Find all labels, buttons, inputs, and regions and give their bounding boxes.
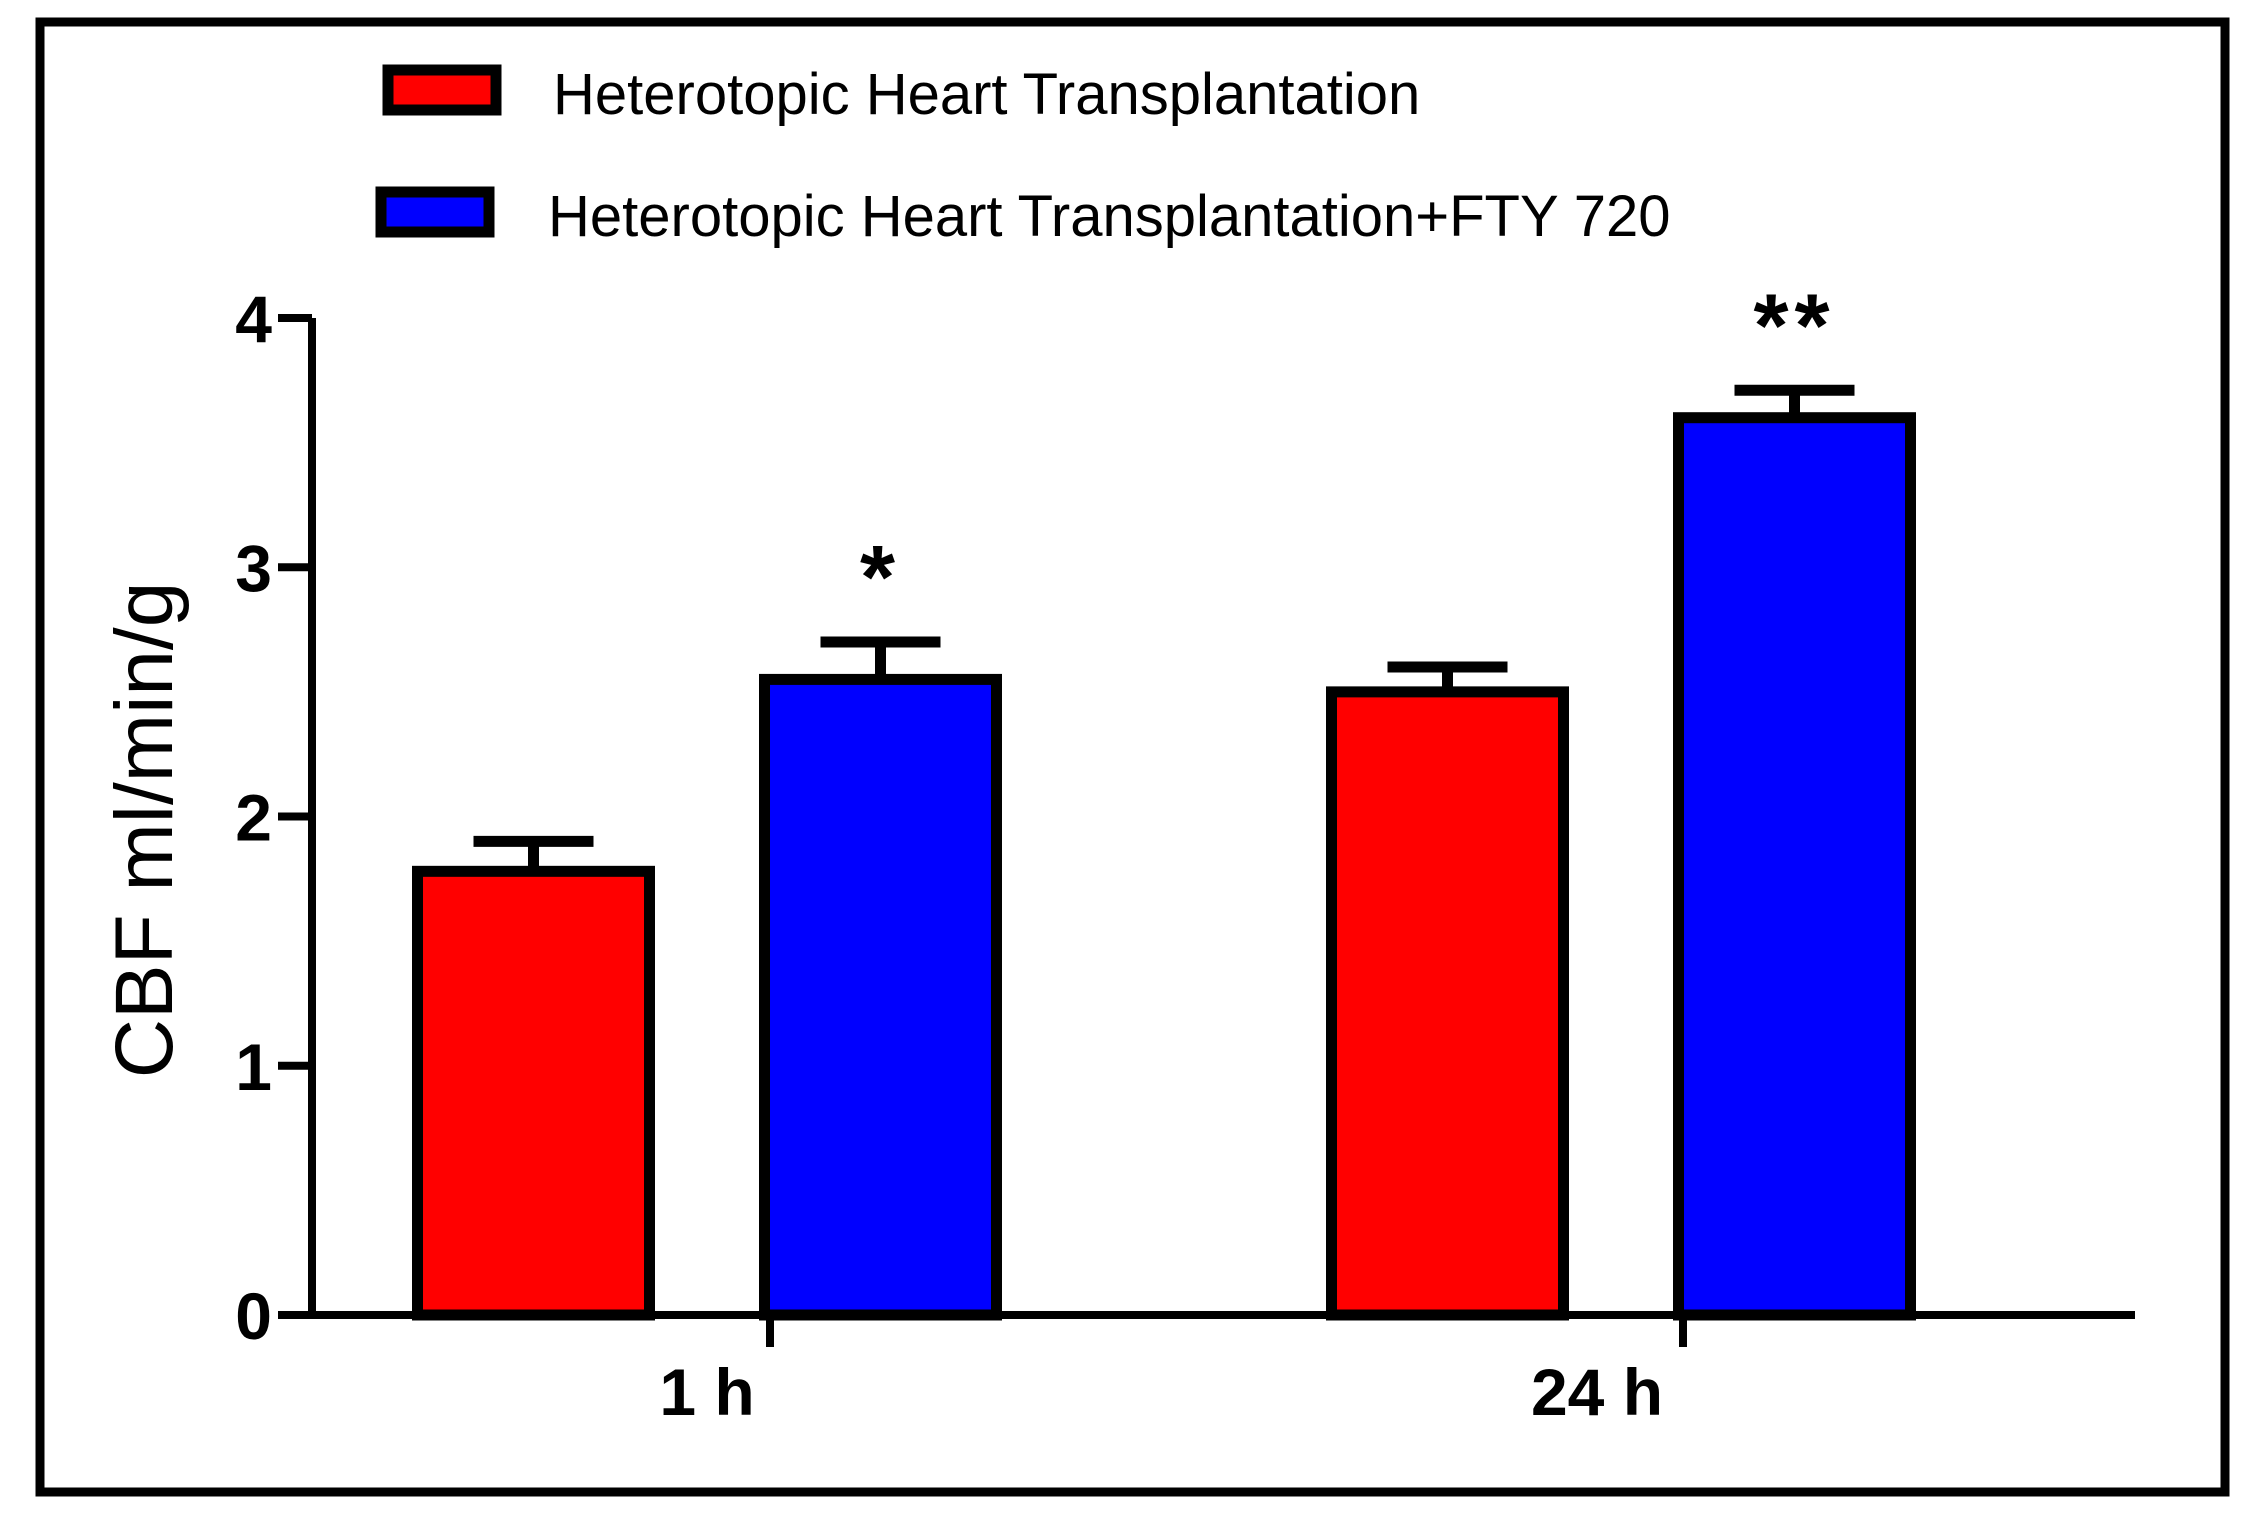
y-tick-label-0: 0 xyxy=(235,1279,272,1353)
bar-2-1 xyxy=(759,673,1002,1321)
bars: *** xyxy=(412,276,1916,1321)
significance-label-2-1: * xyxy=(860,528,901,628)
significance-label-2-2: ** xyxy=(1753,276,1835,376)
y-axis-title: CBF ml/min/g xyxy=(99,582,190,1079)
legend-label-2: Heterotopic Heart Transplantation+FTY 72… xyxy=(548,184,1671,249)
y-tick-label-4: 4 xyxy=(235,282,272,356)
bar-1-1 xyxy=(412,865,655,1321)
y-tick-label-1: 1 xyxy=(235,1030,272,1104)
y-tick-label-2: 2 xyxy=(235,781,272,855)
legend-label-1: Heterotopic Heart Transplantation xyxy=(553,62,1420,127)
y-axis: 0 1 2 3 4 xyxy=(235,282,316,1353)
legend: Heterotopic Heart Transplantation Heterot… xyxy=(375,62,1671,249)
x-tick-label-2: 24 h xyxy=(1531,1355,1663,1429)
x-tick-label-1: 1 h xyxy=(659,1355,754,1429)
bar-1-2 xyxy=(1326,686,1569,1321)
legend-swatch-1 xyxy=(382,64,502,116)
legend-swatch-2 xyxy=(375,186,495,238)
y-tick-label-3: 3 xyxy=(235,531,272,605)
bar-2-2 xyxy=(1673,412,1916,1321)
